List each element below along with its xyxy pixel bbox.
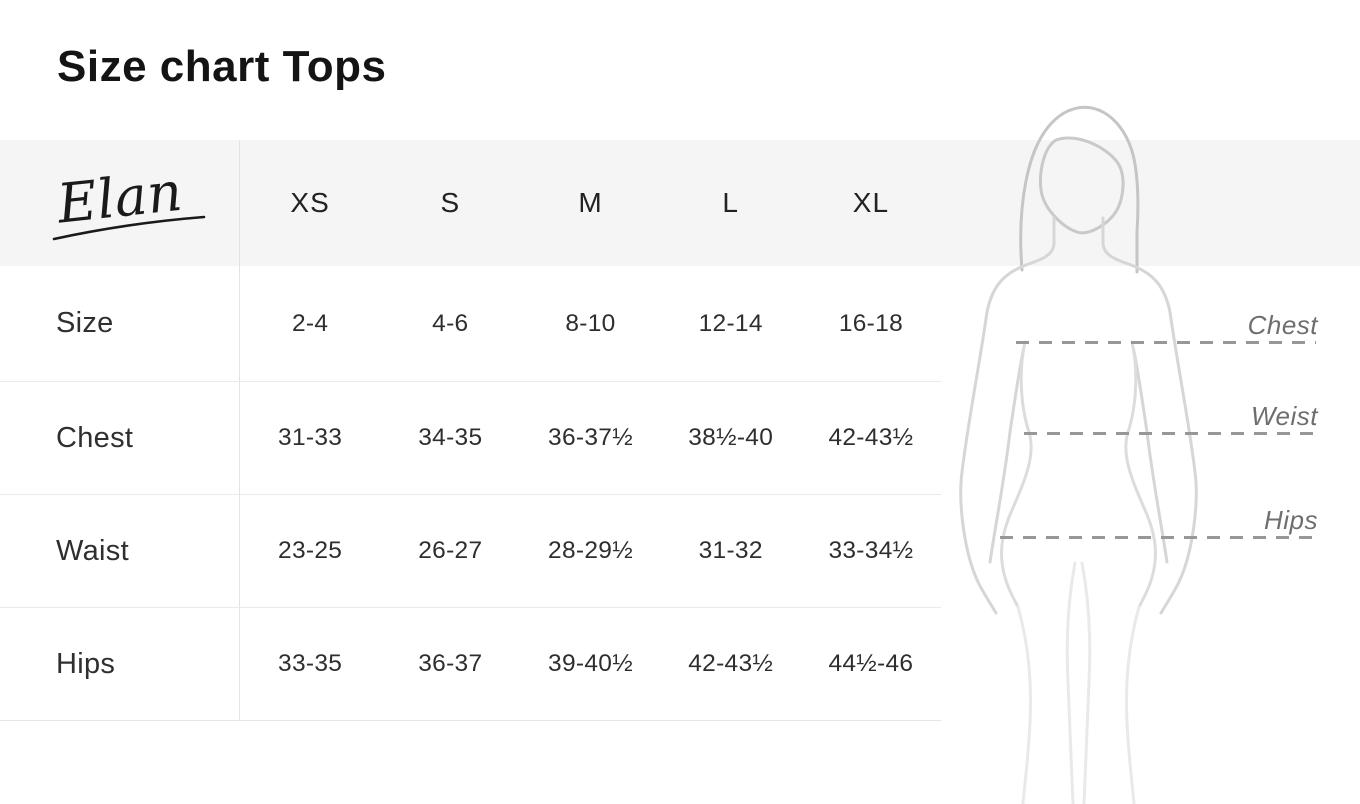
size-table: Elan XS S M L XL Size 2-4 4-6 8-10 12-14… — [0, 140, 941, 721]
row-label-waist: Waist — [0, 495, 240, 607]
table-row-waist: Waist 23-25 26-27 28-29½ 31-32 33-34½ — [0, 494, 941, 607]
size-m-value: 8-10 — [565, 309, 616, 337]
figure-face-outline — [1039, 136, 1125, 235]
chest-measure-dashed-line — [1016, 341, 1316, 344]
figure-shoulders-arms-outline — [959, 216, 1198, 615]
column-header-s: S — [440, 187, 461, 218]
chest-m-value: 36-37½ — [548, 424, 633, 451]
table-row-hips: Hips 33-35 36-37 39-40½ 42-43½ 44½-46 — [0, 607, 941, 721]
hips-measure-dashed-line — [1000, 536, 1316, 539]
size-s-value: 4-6 — [432, 309, 469, 337]
table-row-chest: Chest 31-33 34-35 36-37½ 38½-40 42-43½ — [0, 381, 941, 494]
waist-s-value: 26-27 — [418, 537, 483, 564]
brand-logo-text: Elan — [53, 160, 185, 236]
waist-xl-value: 33-34½ — [828, 537, 914, 564]
figure-legs-outline — [1016, 561, 1141, 804]
figure-hips-label: Hips — [1263, 505, 1318, 535]
chest-xl-value: 42-43½ — [828, 424, 914, 451]
table-row-size: Size 2-4 4-6 8-10 12-14 16-18 — [0, 266, 941, 381]
waist-l-value: 31-32 — [698, 537, 763, 564]
figure-weist-label: Weist — [1250, 401, 1318, 431]
row-label-size: Size — [0, 266, 240, 381]
chest-l-value: 38½-40 — [688, 424, 774, 451]
chest-s-value: 34-35 — [418, 424, 483, 451]
column-header-m: M — [578, 187, 603, 218]
chest-xs-value: 31-33 — [278, 424, 343, 451]
hips-xs-value: 33-35 — [278, 650, 343, 677]
waist-measure-dashed-line — [1024, 432, 1316, 435]
waist-m-value: 28-29½ — [548, 537, 633, 564]
brand-logo: Elan — [0, 140, 240, 266]
hips-l-value: 42-43½ — [688, 650, 774, 677]
hips-xl-value: 44½-46 — [828, 650, 914, 677]
hips-s-value: 36-37 — [418, 650, 483, 677]
row-label-chest: Chest — [0, 382, 240, 494]
column-header-xs: XS — [290, 187, 330, 218]
size-xs-value: 2-4 — [291, 309, 329, 337]
hips-m-value: 39-40½ — [548, 650, 633, 677]
row-label-hips: Hips — [0, 608, 240, 720]
column-header-l: L — [722, 187, 739, 218]
size-l-value: 12-14 — [698, 309, 763, 337]
female-silhouette-illustration — [959, 105, 1198, 804]
figure-torso-hips-outline — [1000, 340, 1157, 609]
size-xl-value: 16-18 — [838, 309, 903, 337]
page-title: Size chart Tops — [57, 42, 387, 91]
brand-logo-signature: Elan — [52, 160, 206, 241]
figure-chest-label: Chest — [1247, 310, 1318, 340]
figure-hair-outline — [1019, 105, 1140, 274]
column-header-xl: XL — [852, 187, 890, 218]
table-header-row: Elan XS S M L XL — [0, 140, 941, 266]
waist-xs-value: 23-25 — [278, 537, 343, 564]
brand-logo-underline — [52, 215, 206, 241]
